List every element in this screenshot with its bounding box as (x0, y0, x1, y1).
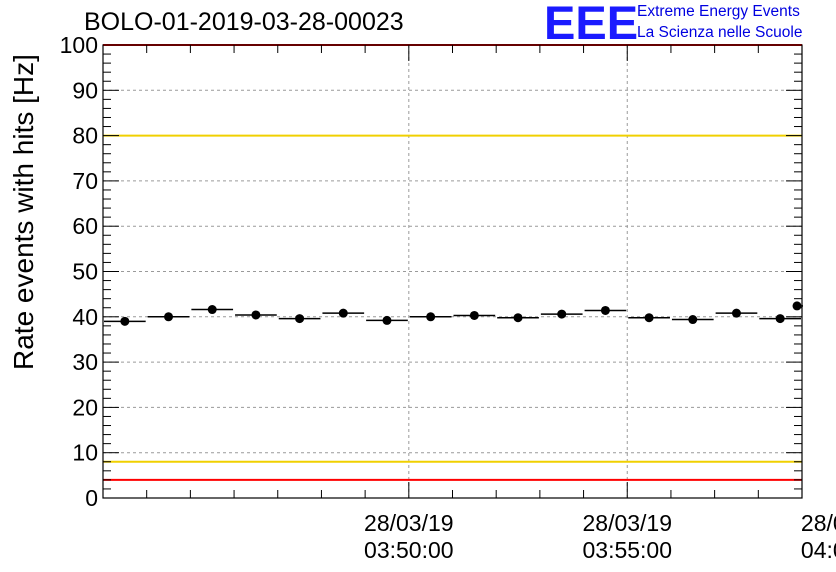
data-point (600, 305, 610, 315)
data-point (295, 314, 305, 324)
reference-lines (103, 44, 802, 481)
data-point (382, 315, 392, 325)
x-tick-label-time: 03:55:00 (582, 537, 672, 563)
y-tick-label: 90 (72, 77, 98, 103)
x-tick-label-time: 03:50:00 (364, 537, 454, 563)
y-tick-label: 0 (85, 485, 98, 511)
data-point (775, 314, 785, 324)
y-tick-label: 30 (72, 349, 98, 375)
data-point (426, 312, 436, 322)
org-name-line1: Extreme Energy Events (637, 3, 800, 20)
y-tick-labels: 0 10 20 30 40 50 60 70 80 90 100 (60, 32, 98, 511)
data-point (513, 313, 523, 323)
data-point (338, 308, 348, 318)
y-tick-label: 80 (72, 123, 98, 149)
y-tick-label: 50 (72, 259, 98, 285)
x-tick-label-date: 28/03/19 (582, 510, 672, 536)
y-tick-label: 20 (72, 394, 98, 420)
y-tick-label: 100 (60, 32, 98, 58)
y-axis-label: Rate events with hits [Hz] (8, 54, 39, 370)
y-tick-label: 10 (72, 440, 98, 466)
y-tick-label: 70 (72, 168, 98, 194)
chart-title: BOLO-01-2019-03-28-00023 (84, 8, 404, 36)
data-point (251, 310, 261, 320)
axis-ticks (102, 44, 803, 499)
data-points (104, 301, 803, 326)
grid (103, 45, 802, 498)
data-point (644, 313, 654, 323)
data-point (792, 301, 802, 311)
data-point (164, 312, 174, 322)
data-point (688, 315, 698, 325)
data-point (207, 305, 217, 315)
org-name-line2: La Scienza nelle Scuole (637, 24, 803, 41)
data-point (120, 316, 130, 326)
data-point (469, 310, 479, 320)
y-tick-label: 60 (72, 213, 98, 239)
x-tick-label-date: 28/03/19 (801, 510, 836, 536)
x-tick-label-date: 28/03/19 (364, 510, 454, 536)
data-point (731, 308, 741, 318)
eee-logo: EEE (544, 0, 639, 49)
data-point (557, 309, 567, 319)
x-tick-labels: 28/03/1903:50:0028/03/1903:55:0028/03/19… (364, 510, 836, 563)
y-tick-label: 40 (72, 304, 98, 330)
x-tick-label-time: 04:00:00 (801, 537, 836, 563)
